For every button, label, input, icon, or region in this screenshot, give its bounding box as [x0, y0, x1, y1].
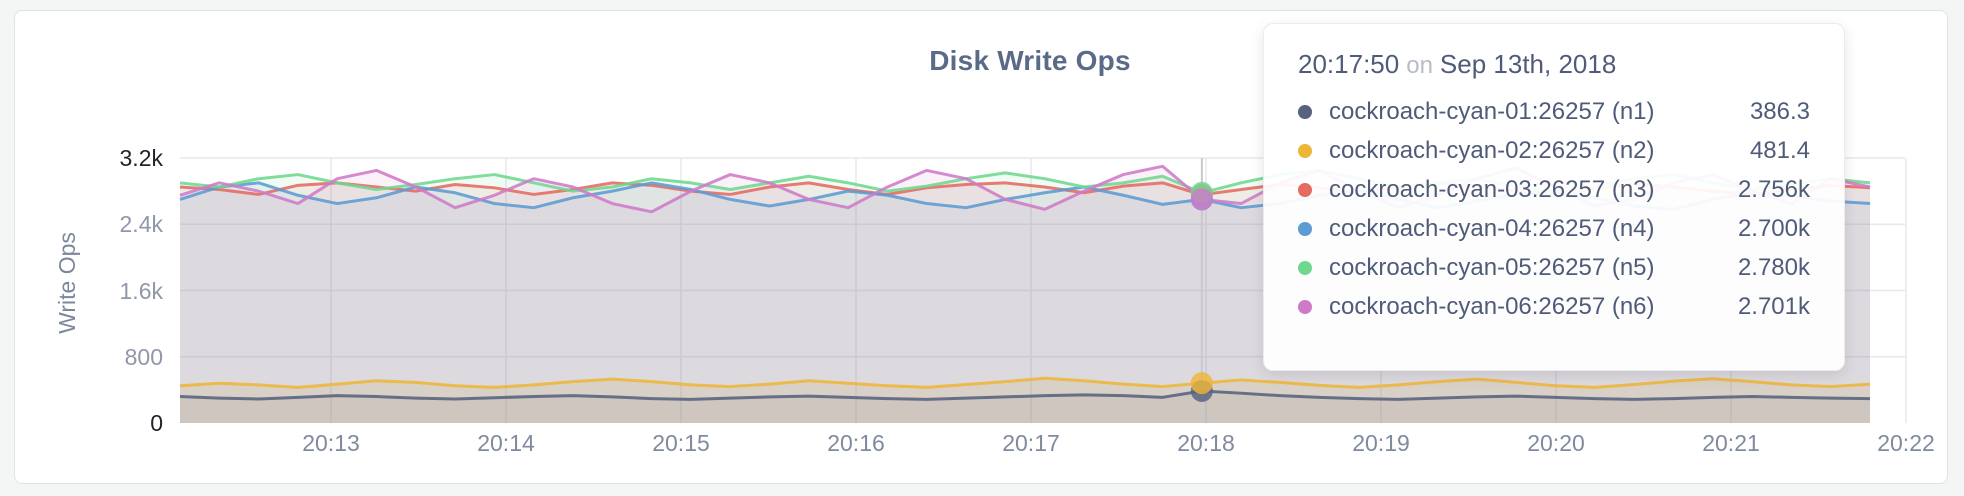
tooltip-time: 20:17:50 [1298, 49, 1400, 79]
legend-row: cockroach-cyan-02:26257 (n2) 481.4 [1298, 131, 1810, 170]
y-tick-label: 800 [124, 343, 163, 370]
legend-row: cockroach-cyan-05:26257 (n5) 2.780k [1298, 248, 1810, 287]
series-dot-icon [1298, 260, 1312, 275]
y-tick-label: 1.6k [119, 277, 163, 304]
legend-row: cockroach-cyan-03:26257 (n3) 2.756k [1298, 170, 1810, 209]
tooltip-legend: cockroach-cyan-01:26257 (n1) 386.3 cockroa… [1298, 92, 1810, 326]
series-label: cockroach-cyan-01:26257 (n1) [1329, 97, 1655, 125]
tooltip-header: 20:17:50 on Sep 13th, 2018 [1298, 46, 1810, 84]
x-tick-label: 20:21 [1702, 430, 1760, 456]
series-dot-icon [1298, 182, 1312, 197]
x-tick-label: 20:18 [1177, 430, 1235, 456]
x-tick-label: 20:16 [827, 430, 885, 456]
series-line [179, 376, 1871, 389]
y-tick-label: 3.2k [119, 145, 163, 171]
series-area [180, 378, 1870, 423]
hover-tooltip: 20:17:50 on Sep 13th, 2018 cockroach-cyan-… [1263, 23, 1845, 371]
series-label: cockroach-cyan-06:26257 (n6) [1329, 292, 1655, 320]
legend-row: cockroach-cyan-06:26257 (n6) 2.701k [1298, 287, 1810, 326]
series-dot-icon [1298, 221, 1312, 236]
y-tick-label: 2.4k [119, 211, 163, 238]
series-value: 386.3 [1749, 97, 1810, 125]
series-value: 2.700k [1737, 214, 1810, 242]
chart-card: Disk Write Ops Write Ops 0 800 1.6k 2.4k 3.2… [14, 10, 1948, 484]
series-value: 2.701k [1737, 292, 1810, 320]
tooltip-conjunction: on [1406, 52, 1433, 79]
x-tick-label: 20:20 [1527, 430, 1585, 456]
y-tick-label: 0 [150, 410, 163, 436]
series-dot-icon [1298, 299, 1312, 314]
legend-row: cockroach-cyan-01:26257 (n1) 386.3 [1298, 92, 1810, 131]
series-value: 481.4 [1749, 136, 1810, 164]
x-tick-label: 20:17 [1002, 430, 1060, 456]
series-label: cockroach-cyan-04:26257 (n4) [1329, 214, 1655, 242]
x-tick-label: 20:19 [1352, 430, 1410, 456]
series-label: cockroach-cyan-03:26257 (n3) [1329, 175, 1655, 203]
hover-points [1190, 181, 1213, 403]
series-dot-icon [1298, 143, 1312, 158]
x-tick-label: 20:14 [477, 430, 535, 456]
hover-point [1190, 188, 1213, 211]
series-dot-icon [1298, 104, 1312, 119]
tooltip-date: Sep 13th, 2018 [1439, 49, 1617, 79]
series-lines [179, 164, 1871, 401]
series-line [179, 389, 1871, 401]
series-label: cockroach-cyan-02:26257 (n2) [1329, 136, 1655, 164]
x-tick-label: 20:15 [652, 430, 710, 456]
x-tick-label: 20:22 [1877, 430, 1935, 456]
series-value: 2.780k [1737, 253, 1810, 281]
x-tick-label: 20:13 [302, 430, 360, 456]
series-label: cockroach-cyan-05:26257 (n5) [1329, 253, 1655, 281]
series-value: 2.756k [1737, 175, 1810, 203]
chart-title: Disk Write Ops [929, 45, 1131, 76]
legend-row: cockroach-cyan-04:26257 (n4) 2.700k [1298, 209, 1810, 248]
hover-point [1190, 372, 1213, 395]
